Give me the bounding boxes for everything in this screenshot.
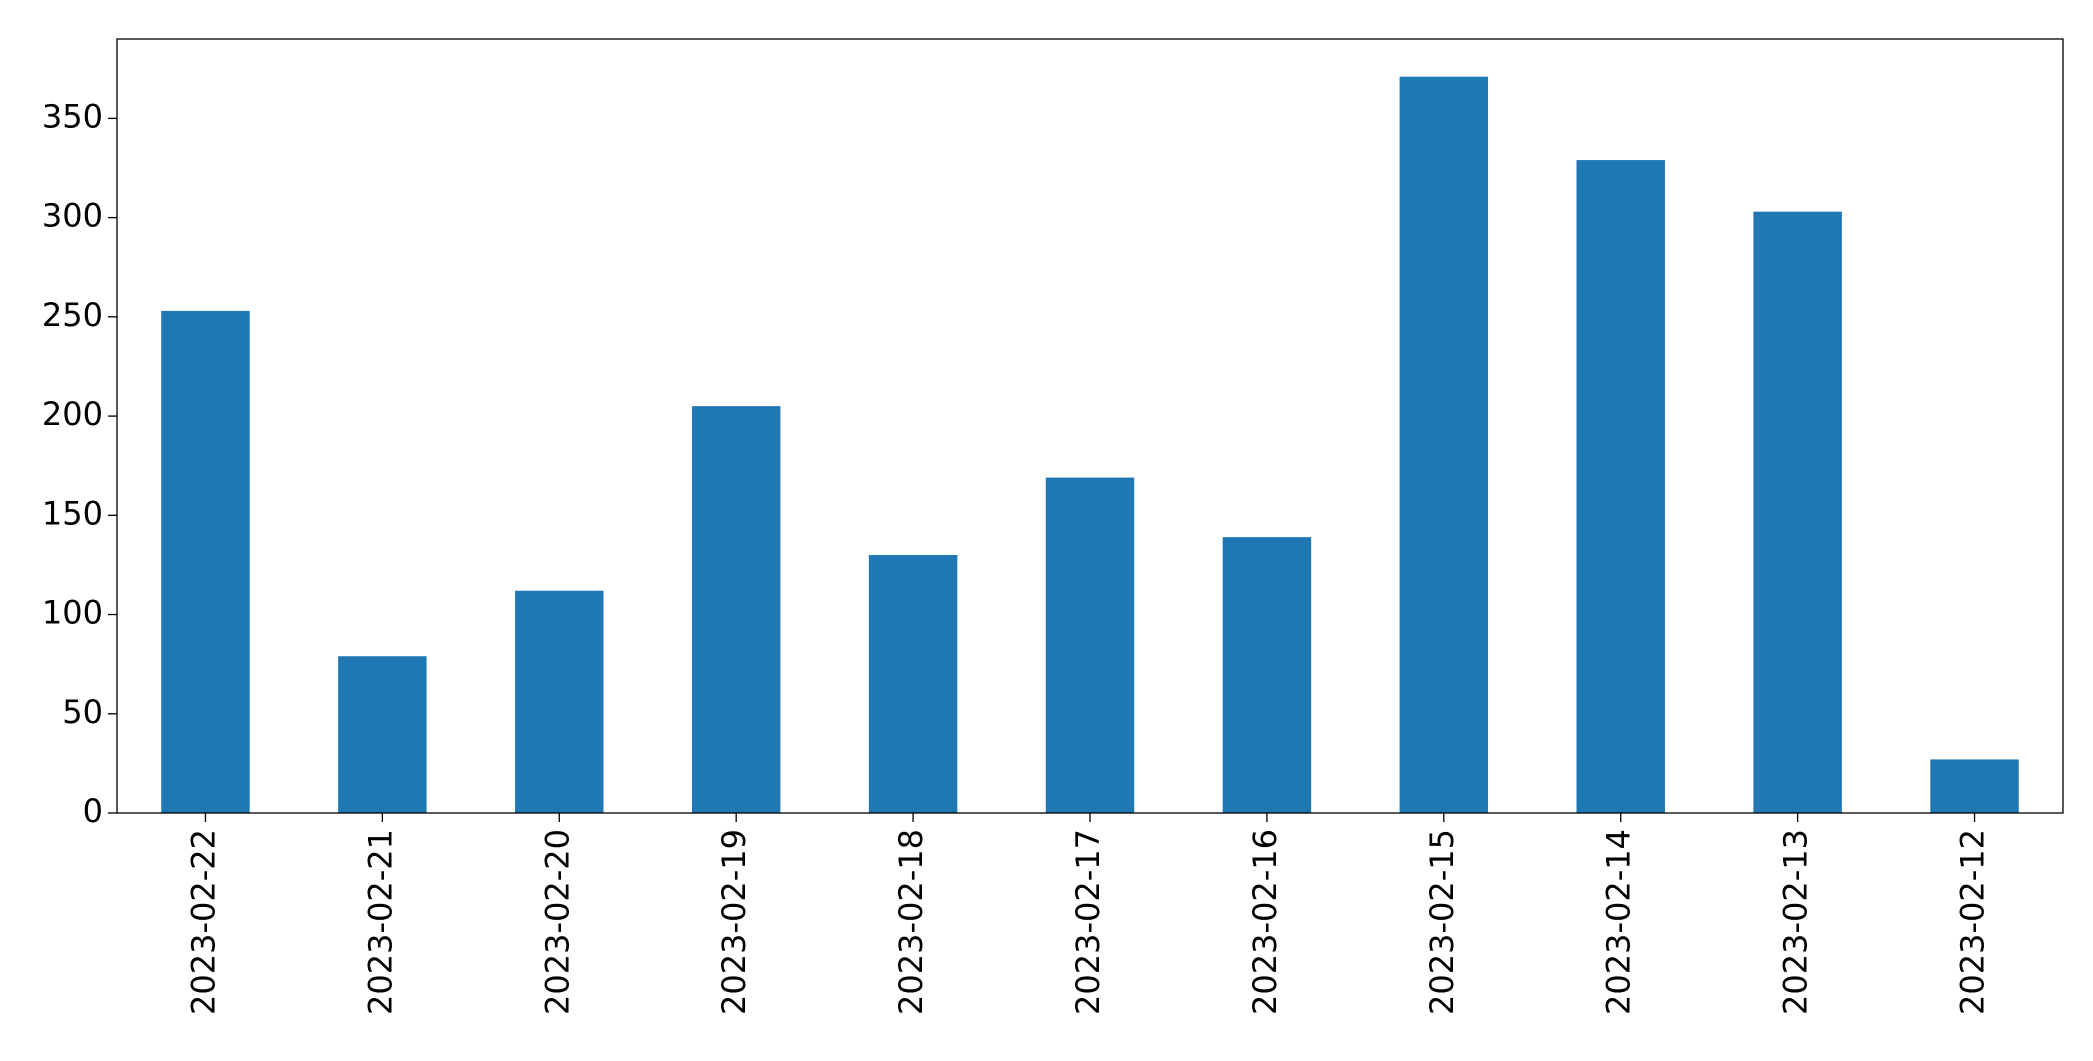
bar (338, 656, 427, 813)
bar (1930, 759, 2019, 813)
bar (515, 590, 604, 813)
plot-frame (116, 38, 2064, 814)
x-tick-label: 2023-02-16 (1246, 829, 1284, 1015)
x-tick-label: 2023-02-12 (1954, 829, 1992, 1015)
x-tick-label: 2023-02-22 (184, 829, 222, 1015)
bar (1045, 477, 1135, 813)
y-tick-label: 200 (42, 395, 103, 433)
bar (868, 555, 958, 813)
y-tick-label: 250 (42, 296, 103, 334)
bar (691, 406, 781, 813)
bar (1222, 537, 1312, 813)
y-tick-label: 50 (62, 693, 103, 731)
x-tick-label: 2023-02-14 (1600, 829, 1638, 1015)
y-tick-label: 0 (83, 792, 103, 830)
y-tick-label: 100 (42, 594, 103, 632)
bar (1576, 160, 1665, 814)
y-tick-label: 300 (42, 197, 103, 235)
x-tick-label: 2023-02-17 (1069, 829, 1107, 1015)
x-tick-label: 2023-02-13 (1777, 829, 1815, 1015)
bar (1399, 76, 1489, 813)
x-tick-label: 2023-02-18 (892, 829, 930, 1015)
y-tick-label: 150 (42, 494, 103, 532)
x-tick-label: 2023-02-20 (538, 829, 576, 1015)
bar (161, 310, 250, 813)
x-tick-label: 2023-02-19 (715, 829, 753, 1015)
y-tick-label: 350 (42, 97, 103, 135)
bar (1753, 211, 1842, 813)
x-tick-label: 2023-02-21 (361, 829, 399, 1015)
x-tick-label: 2023-02-15 (1423, 829, 1461, 1015)
